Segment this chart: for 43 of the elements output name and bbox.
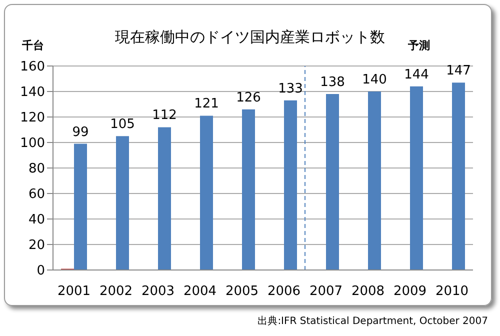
x-tick-label: 2004	[183, 284, 217, 300]
data-label: 112	[152, 108, 177, 124]
source-note: 出典:IFR Statistical Department, October 2007	[258, 314, 488, 328]
data-label: 138	[320, 75, 345, 90]
x-tick-label: 2003	[141, 284, 175, 300]
y-tick-label: 140	[20, 85, 45, 100]
text: 予測	[408, 38, 430, 53]
data-label: 133	[278, 81, 303, 96]
bar	[158, 127, 171, 270]
data-label: 99	[72, 124, 89, 140]
data-label: 105	[110, 117, 135, 132]
data-label: 144	[404, 67, 429, 82]
data-label: 140	[362, 72, 387, 88]
y-tick-label: 40	[28, 212, 45, 228]
x-tick-label: 2006	[267, 284, 301, 300]
data-label: 126	[236, 90, 261, 106]
x-tick-label: 2001	[57, 284, 91, 300]
data-label: 121	[194, 96, 219, 112]
y-tick-label: 120	[20, 110, 45, 126]
x-tick-label: 2005	[225, 284, 259, 300]
bar	[284, 100, 297, 270]
bar	[74, 144, 87, 270]
x-tick-label: 2008	[351, 284, 385, 300]
x-tick-label: 2010	[435, 284, 469, 300]
bar	[116, 136, 129, 270]
bar	[242, 109, 255, 270]
y-tick-label: 160	[20, 60, 45, 75]
y-tick-label: 0	[36, 264, 45, 279]
y-tick-label: 80	[28, 162, 45, 177]
y-tick-label: 100	[20, 136, 45, 152]
x-tick-label: 2009	[393, 284, 427, 300]
bar	[452, 82, 465, 270]
chart-title: 現在稼働中のドイツ国内産業ロボット数	[115, 28, 385, 46]
x-tick-label: 2002	[99, 284, 133, 300]
bar	[200, 116, 213, 270]
y-tick-label: 20	[28, 238, 45, 254]
y-tick-label: 60	[28, 187, 45, 202]
x-tick-label: 2007	[309, 284, 343, 300]
bar	[410, 86, 423, 270]
bar	[368, 92, 381, 270]
bar	[326, 94, 339, 270]
data-label: 147	[446, 64, 471, 79]
y-axis-title: 千台	[22, 38, 44, 53]
